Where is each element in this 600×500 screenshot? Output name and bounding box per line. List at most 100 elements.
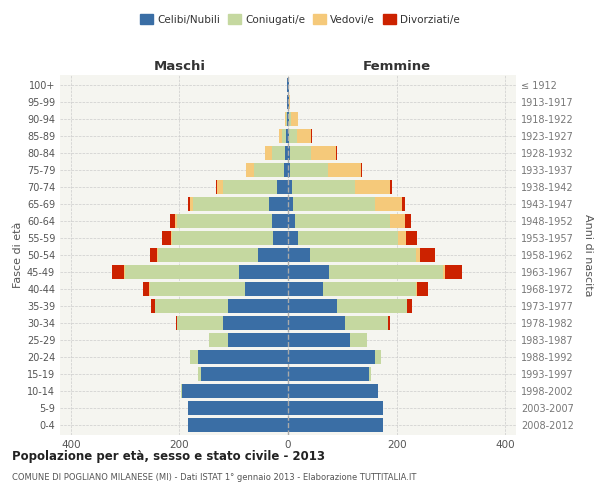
Bar xyxy=(245,163,254,178)
Bar xyxy=(350,332,367,347)
Bar xyxy=(170,214,175,228)
Bar xyxy=(390,180,392,194)
Bar xyxy=(290,146,311,160)
Bar xyxy=(172,231,273,245)
Bar xyxy=(150,248,157,262)
Bar xyxy=(297,129,311,144)
Bar xyxy=(295,214,389,228)
Bar xyxy=(328,163,361,178)
Bar xyxy=(288,366,370,381)
Bar xyxy=(239,265,288,279)
Bar xyxy=(223,316,288,330)
Bar xyxy=(292,180,355,194)
Bar xyxy=(182,384,288,398)
Y-axis label: Anni di nascita: Anni di nascita xyxy=(583,214,593,296)
Bar xyxy=(176,316,177,330)
Bar xyxy=(286,129,288,144)
Y-axis label: Fasce di età: Fasce di età xyxy=(13,222,23,288)
Bar xyxy=(284,163,288,178)
Bar xyxy=(157,248,158,262)
Bar xyxy=(420,248,435,262)
Bar xyxy=(188,418,288,432)
Bar xyxy=(288,400,383,415)
Bar xyxy=(171,231,172,245)
Bar xyxy=(416,248,420,262)
Text: Popolazione per età, sesso e stato civile - 2013: Popolazione per età, sesso e stato civil… xyxy=(12,450,325,463)
Bar xyxy=(345,316,388,330)
Bar xyxy=(398,231,406,245)
Bar xyxy=(161,231,171,245)
Bar xyxy=(282,129,286,144)
Bar xyxy=(288,129,289,144)
Bar xyxy=(311,129,312,144)
Bar xyxy=(288,298,337,313)
Bar xyxy=(201,366,288,381)
Bar xyxy=(124,265,125,279)
Bar xyxy=(298,231,398,245)
Bar xyxy=(310,248,416,262)
Bar xyxy=(151,298,155,313)
Bar xyxy=(190,350,199,364)
Bar xyxy=(177,316,223,330)
Bar xyxy=(277,180,288,194)
Bar xyxy=(370,366,371,381)
Bar xyxy=(112,265,124,279)
Bar xyxy=(254,163,284,178)
Bar xyxy=(288,163,290,178)
Bar xyxy=(289,129,297,144)
Bar xyxy=(288,180,292,194)
Bar xyxy=(272,146,285,160)
Bar xyxy=(288,265,329,279)
Bar xyxy=(269,197,288,212)
Bar xyxy=(405,214,411,228)
Bar xyxy=(228,298,288,313)
Bar xyxy=(228,332,288,347)
Bar xyxy=(288,197,293,212)
Bar xyxy=(288,231,298,245)
Bar xyxy=(149,282,245,296)
Bar xyxy=(285,112,286,126)
Bar xyxy=(158,248,258,262)
Bar xyxy=(402,197,405,212)
Bar xyxy=(288,384,377,398)
Bar xyxy=(287,112,288,126)
Bar xyxy=(323,282,416,296)
Bar xyxy=(288,282,323,296)
Bar xyxy=(336,146,337,160)
Legend: Celibi/Nubili, Coniugati/e, Vedovi/e, Divorziati/e: Celibi/Nubili, Coniugati/e, Vedovi/e, Di… xyxy=(136,10,464,29)
Bar xyxy=(223,180,277,194)
Bar xyxy=(143,282,149,296)
Bar xyxy=(272,214,288,228)
Bar xyxy=(288,316,345,330)
Bar xyxy=(155,298,228,313)
Bar xyxy=(265,146,272,160)
Bar xyxy=(209,332,228,347)
Bar xyxy=(288,248,310,262)
Bar xyxy=(288,350,375,364)
Bar xyxy=(337,298,407,313)
Bar xyxy=(199,366,201,381)
Bar xyxy=(177,214,272,228)
Bar xyxy=(388,316,390,330)
Bar xyxy=(175,214,177,228)
Bar xyxy=(290,163,328,178)
Bar xyxy=(273,231,288,245)
Text: Maschi: Maschi xyxy=(154,60,205,74)
Bar xyxy=(258,248,288,262)
Bar xyxy=(190,197,193,212)
Bar xyxy=(285,146,288,160)
Bar xyxy=(288,146,290,160)
Bar xyxy=(375,350,382,364)
Bar xyxy=(289,95,290,110)
Bar xyxy=(416,282,428,296)
Bar xyxy=(293,197,375,212)
Bar xyxy=(188,400,288,415)
Bar xyxy=(375,197,402,212)
Bar xyxy=(199,350,288,364)
Bar xyxy=(125,265,239,279)
Bar xyxy=(443,265,445,279)
Bar xyxy=(280,129,282,144)
Bar xyxy=(188,197,190,212)
Bar xyxy=(193,197,269,212)
Bar xyxy=(361,163,362,178)
